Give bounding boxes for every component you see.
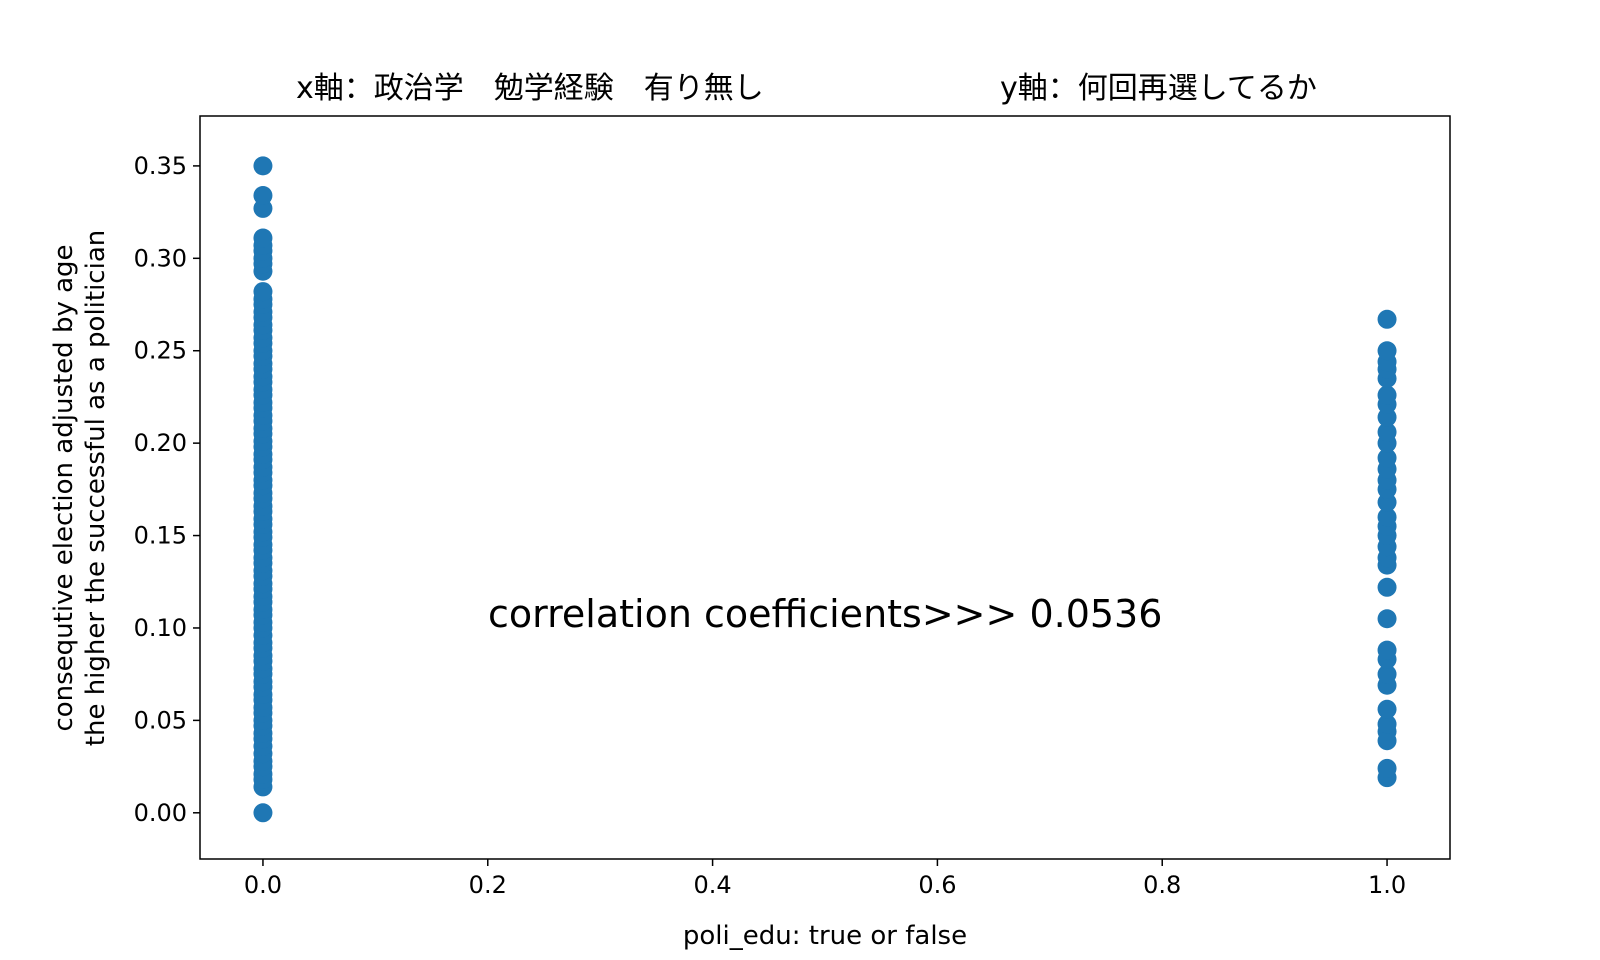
- data-point: [1377, 507, 1397, 527]
- plot-area: [199, 115, 1451, 860]
- x-axis-label: poli_edu: true or false: [683, 921, 967, 951]
- y-tick-label: 0.35: [134, 152, 187, 180]
- data-point: [253, 803, 273, 823]
- x-tick-label: 0.2: [469, 871, 507, 899]
- data-point: [1377, 714, 1397, 734]
- data-point: [1377, 609, 1397, 629]
- data-point: [1377, 699, 1397, 719]
- x-axis: 0.0 0.2 0.4 0.6 0.8 1.0: [244, 859, 1406, 899]
- y-tick-label: 0.30: [134, 244, 187, 272]
- y-tick-label: 0.00: [134, 799, 187, 827]
- y-axis-label-line-2: the higher the successful as a politicia…: [81, 230, 111, 746]
- x-tick-label: 0.4: [694, 871, 732, 899]
- data-point: [1377, 640, 1397, 660]
- x-tick-label: 1.0: [1368, 871, 1406, 899]
- data-point: [1377, 664, 1397, 684]
- x-tick-label: 0.0: [244, 871, 282, 899]
- y-tick-label: 0.10: [134, 614, 187, 642]
- chart-title-left: x軸：政治学 勉学経験 有り無し: [296, 71, 764, 106]
- data-point: [1377, 448, 1397, 468]
- data-point: [1377, 309, 1397, 329]
- correlation-annotation: correlation coefficients>>> 0.0536: [488, 592, 1162, 636]
- data-point: [253, 156, 273, 176]
- y-tick-label: 0.20: [134, 429, 187, 457]
- data-point: [1377, 385, 1397, 405]
- y-axis: 0.00 0.05 0.10 0.15 0.20 0.25 0.30 0.35: [134, 152, 200, 827]
- x-tick-label: 0.8: [1143, 871, 1181, 899]
- data-point: [1377, 577, 1397, 597]
- chart-title-right: y軸：何回再選してるか: [1000, 71, 1317, 106]
- y-tick-label: 0.25: [134, 337, 187, 365]
- y-tick-label: 0.05: [134, 706, 187, 734]
- y-tick-label: 0.15: [134, 522, 187, 550]
- y-axis-label-line-1: consequtive election adjusted by age: [49, 244, 79, 731]
- data-point: [253, 228, 273, 248]
- y-axis-label: consequtive election adjusted by age the…: [49, 230, 111, 746]
- data-point: [1377, 422, 1397, 442]
- data-point: [1377, 341, 1397, 361]
- data-point: [253, 282, 273, 302]
- x-tick-label: 0.6: [918, 871, 956, 899]
- data-point: [253, 185, 273, 205]
- data-points: [253, 156, 1397, 823]
- data-point: [1377, 758, 1397, 778]
